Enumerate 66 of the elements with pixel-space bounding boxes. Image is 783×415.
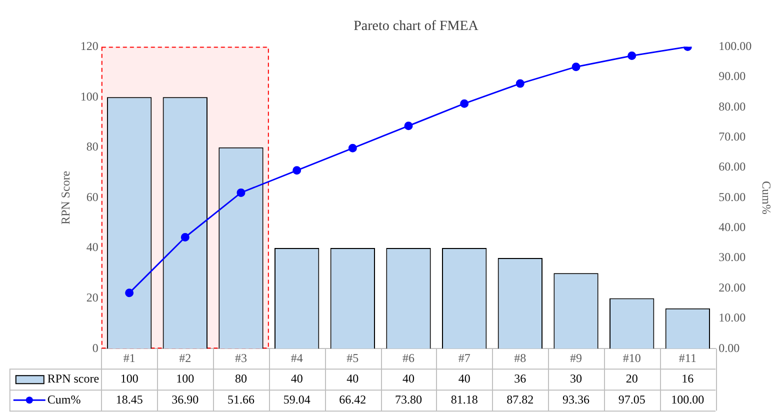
- y-tick-label: 20: [86, 290, 98, 304]
- legend-label: Cum%: [47, 392, 81, 406]
- legend-label: RPN score: [47, 371, 100, 386]
- data-label: 36.90: [172, 392, 199, 406]
- y2-tick-label: 50.00: [718, 190, 746, 204]
- data-label: 73.80: [395, 392, 422, 406]
- data-label: 40: [346, 371, 359, 386]
- data-label: 40: [402, 371, 414, 386]
- x-tick-label: #4: [290, 350, 303, 365]
- data-label: 80: [234, 371, 247, 386]
- y-tick-label: 120: [80, 38, 98, 53]
- y2-tick-label: 70.00: [718, 129, 746, 144]
- point: [516, 79, 524, 88]
- x-tick-label: #11: [678, 350, 696, 365]
- y2-tick-label: 20.00: [718, 280, 746, 294]
- data-label: 87.82: [506, 392, 534, 406]
- point: [404, 122, 413, 130]
- x-tick-label: #5: [346, 350, 359, 365]
- data-label: 51.66: [227, 392, 254, 406]
- data-label: 66.42: [339, 392, 366, 406]
- y-tick-label: 100: [80, 89, 98, 104]
- data-label: 30: [570, 371, 582, 386]
- x-tick-label: #10: [622, 350, 641, 365]
- x-tick-label: #8: [514, 350, 526, 365]
- x-tick-label: #1: [123, 350, 136, 365]
- data-label: 59.04: [283, 392, 310, 406]
- point: [572, 62, 580, 72]
- point: [236, 188, 246, 197]
- y2-tick-label: 100.00: [718, 38, 752, 53]
- y-tick-label: 80: [86, 140, 98, 154]
- data-label: 18.45: [116, 392, 143, 406]
- data-label: 20: [626, 371, 638, 386]
- x-tick-label: #2: [179, 350, 192, 365]
- data-label: 97.05: [618, 392, 646, 406]
- data-label: 40: [458, 371, 470, 386]
- data-label: 81.18: [450, 392, 478, 406]
- y2-tick-label: 30.00: [718, 250, 746, 264]
- y2-tick-label: 0.00: [718, 340, 740, 355]
- point: [460, 99, 469, 108]
- point: [628, 51, 636, 60]
- data-label: 40: [290, 371, 303, 386]
- y2-tick-label: 60.00: [718, 160, 746, 174]
- data-label: 100: [120, 371, 138, 386]
- data-label: 93.36: [562, 392, 590, 406]
- x-tick-label: #3: [234, 350, 247, 365]
- point: [292, 166, 302, 175]
- y-tick-label: 40: [86, 240, 98, 254]
- data-label: 36: [514, 371, 526, 386]
- data-label: 100: [176, 371, 194, 386]
- y-tick-label: 60: [86, 190, 98, 204]
- y2-axis-title: Cum%: [760, 181, 774, 214]
- y-axis-title: RPN Score: [58, 170, 72, 225]
- chart-title: Pareto chart of FMEA: [354, 19, 480, 34]
- x-tick-label: #7: [458, 350, 470, 365]
- y2-tick-label: 10.00: [718, 310, 746, 325]
- data-label: 100.00: [671, 392, 704, 406]
- y-tick-label: 0: [92, 340, 98, 355]
- point: [180, 232, 190, 242]
- y2-tick-label: 80.00: [718, 99, 746, 114]
- x-tick-label: #6: [402, 350, 414, 365]
- y2-tick-label: 90.00: [718, 69, 746, 84]
- x-tick-label: #9: [570, 350, 582, 365]
- point: [125, 288, 134, 298]
- y2-tick-label: 40.00: [718, 220, 746, 234]
- data-label: 16: [682, 371, 694, 386]
- point: [348, 144, 357, 152]
